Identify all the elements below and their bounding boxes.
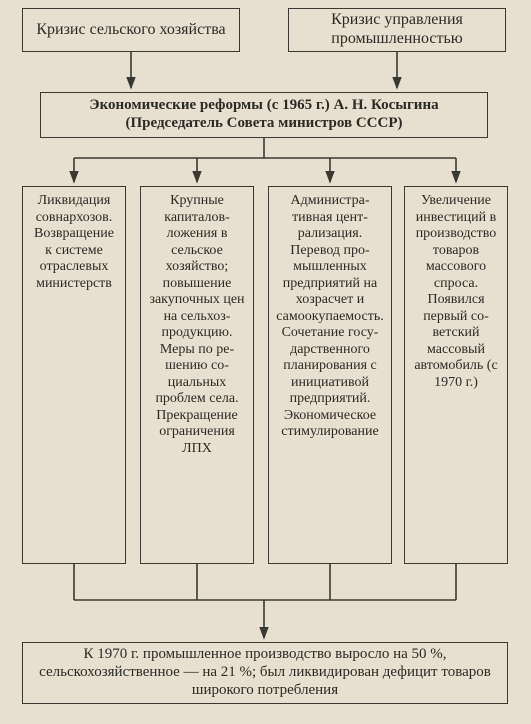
box-text: Кризис сельского хозяйства <box>36 21 225 40</box>
box-text: Крупные капиталов­ложения в сельское хоз… <box>147 193 247 457</box>
box-text: Админи­стра­тивная цент­рализация. Перев… <box>275 193 385 441</box>
box-text: К 1970 г. промышленное производство выро… <box>29 646 501 699</box>
box-column-1: Ликвида­ция сов­нархозов. Возвраще­ние к… <box>22 186 126 564</box>
box-column-3: Админи­стра­тивная цент­рализация. Перев… <box>268 186 392 564</box>
box-text: Увеличе­ние инвес­тиций в производ­ство … <box>411 193 501 391</box>
box-result: К 1970 г. промышленное производство выро… <box>22 642 508 704</box>
box-text: Ликвида­ция сов­нархозов. Возвраще­ние к… <box>29 193 119 292</box>
box-crisis-industry: Кризис управления промышленностью <box>288 8 506 52</box>
box-text: Экономические реформы (с 1965 г.) А. Н. … <box>47 97 481 132</box>
box-column-2: Крупные капиталов­ложения в сельское хоз… <box>140 186 254 564</box>
box-column-4: Увеличе­ние инвес­тиций в производ­ство … <box>404 186 508 564</box>
box-text: Кризис управления промышленностью <box>295 11 499 49</box>
box-reforms-center: Экономические реформы (с 1965 г.) А. Н. … <box>40 92 488 138</box>
box-crisis-agriculture: Кризис сельского хозяйства <box>22 8 240 52</box>
